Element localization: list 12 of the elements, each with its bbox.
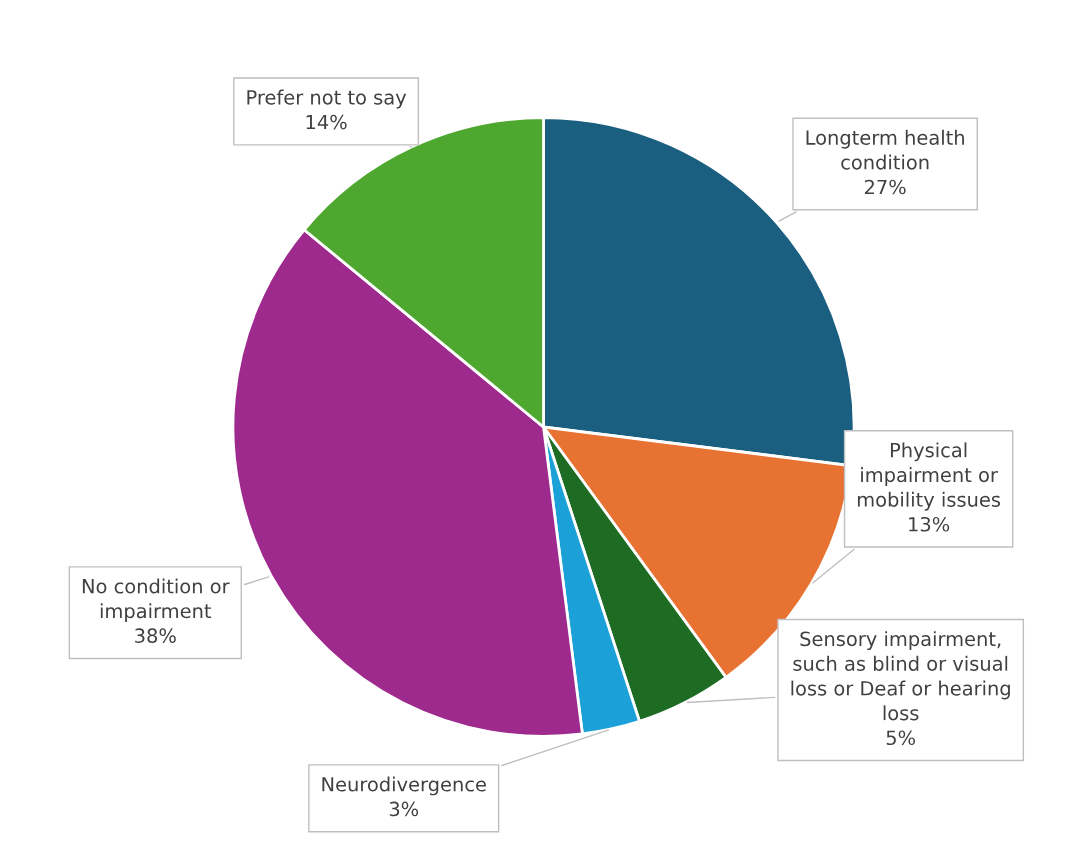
data-label: 5% [886, 730, 916, 746]
data-label: 13% [909, 516, 950, 532]
slice-label: Longterm health condition [806, 129, 964, 170]
data-label: 38% [135, 628, 176, 644]
slice-label: Neurodivergence [322, 776, 486, 796]
slice-label: No condition or impairment [82, 578, 230, 623]
data-label: 3% [389, 801, 419, 817]
data-label: 14% [306, 114, 347, 130]
slice-label: Sensory impairment, such as blind or visual loss or Deaf or hearing loss [791, 631, 1010, 721]
slice-label: Physical impairment or mobility issues [857, 442, 1001, 511]
data-label: 27% [864, 179, 906, 195]
slice-label: Prefer not to say [247, 89, 407, 109]
